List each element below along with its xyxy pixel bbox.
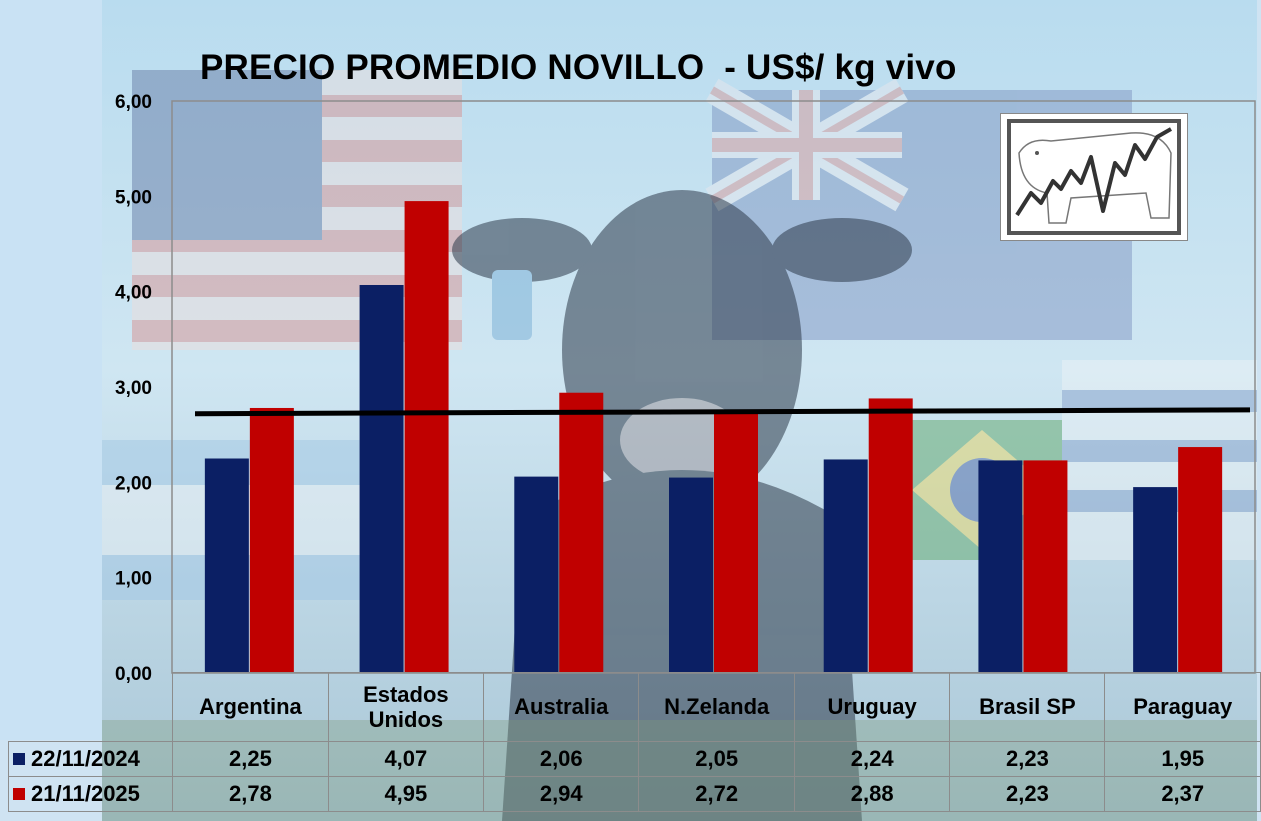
bar-series-1	[978, 460, 1023, 673]
data-label: 2,94	[483, 776, 640, 812]
legend-entry-series-1: 22/11/2024	[7, 741, 174, 777]
category-cell: Brasil SP	[949, 672, 1106, 742]
category-label: Estados Unidos	[363, 681, 449, 732]
legend-swatch-series-2	[13, 788, 25, 800]
legend-entry-series-2: 21/11/2025	[7, 776, 174, 812]
y-tick-label: 4,00	[115, 283, 152, 304]
y-tick-label: 5,00	[115, 187, 152, 208]
data-label: 4,07	[327, 741, 485, 777]
chart-title: PRECIO PROMEDIO NOVILLO - US$/ kg vivo	[200, 48, 957, 87]
bar-series-2	[404, 201, 449, 673]
data-label: 2,24	[793, 741, 951, 777]
category-cell: Estados Unidos	[327, 672, 485, 742]
bar-series-2	[249, 407, 294, 673]
series-2-row: 21/11/2025 2,78 4,95 2,94 2,72 2,88 2,23…	[7, 776, 1261, 812]
series-2-name: 21/11/2025	[31, 781, 140, 806]
bar-series-2	[714, 413, 758, 673]
logo-badge	[1000, 113, 1188, 241]
bar-series-2	[559, 392, 604, 673]
data-label: 2,05	[638, 741, 795, 777]
data-label: 2,25	[172, 741, 329, 777]
bars-layer	[204, 201, 1223, 673]
table-corner	[8, 672, 174, 742]
data-label: 2,23	[949, 776, 1106, 812]
data-label: 4,95	[327, 776, 485, 812]
category-label: N.Zelanda	[664, 694, 770, 719]
data-label: 2,06	[483, 741, 640, 777]
series-1-name: 22/11/2024	[31, 746, 140, 771]
category-cell: Uruguay	[793, 672, 951, 742]
category-cell: Australia	[483, 672, 640, 742]
category-label: Paraguay	[1133, 694, 1233, 719]
category-cell: Paraguay	[1104, 672, 1261, 742]
bar-series-1	[204, 458, 249, 673]
data-label: 1,95	[1104, 741, 1261, 777]
category-label: Brasil SP	[979, 694, 1076, 719]
bar-series-2	[1023, 460, 1068, 673]
bar-series-1	[359, 284, 404, 673]
bar-series-1	[669, 477, 713, 673]
category-header-row: Argentina Estados Unidos Australia N.Zel…	[8, 672, 1261, 742]
category-label: Uruguay	[827, 694, 917, 719]
category-label: Australia	[514, 694, 609, 719]
y-tick-label: 3,00	[115, 378, 152, 399]
reference-trend-line	[194, 407, 1251, 417]
data-label: 2,72	[638, 776, 795, 812]
bar-series-1	[823, 459, 868, 673]
left-margin-panel	[0, 0, 102, 740]
legend-swatch-series-1	[13, 753, 25, 765]
category-cell: N.Zelanda	[638, 672, 795, 742]
bar-series-2	[1178, 447, 1223, 673]
y-tick-label: 1,00	[115, 569, 152, 590]
y-axis: 0,001,002,003,004,005,006,00	[115, 92, 152, 685]
category-cell: Argentina	[172, 672, 329, 742]
cow-chart-logo-icon	[1007, 119, 1181, 235]
y-tick-label: 6,00	[115, 92, 152, 113]
data-label: 2,37	[1104, 776, 1261, 812]
category-label: Argentina	[199, 694, 302, 719]
series-1-row: 22/11/2024 2,25 4,07 2,06 2,05 2,24 2,23…	[7, 741, 1261, 777]
bar-series-1	[1133, 487, 1178, 673]
data-label: 2,88	[793, 776, 951, 812]
bar-series-2	[868, 398, 913, 673]
bar-series-1	[514, 476, 559, 673]
data-table: Argentina Estados Unidos Australia N.Zel…	[7, 672, 1261, 812]
data-label: 2,78	[172, 776, 329, 812]
data-label: 2,23	[949, 741, 1106, 777]
y-tick-label: 2,00	[115, 473, 152, 494]
